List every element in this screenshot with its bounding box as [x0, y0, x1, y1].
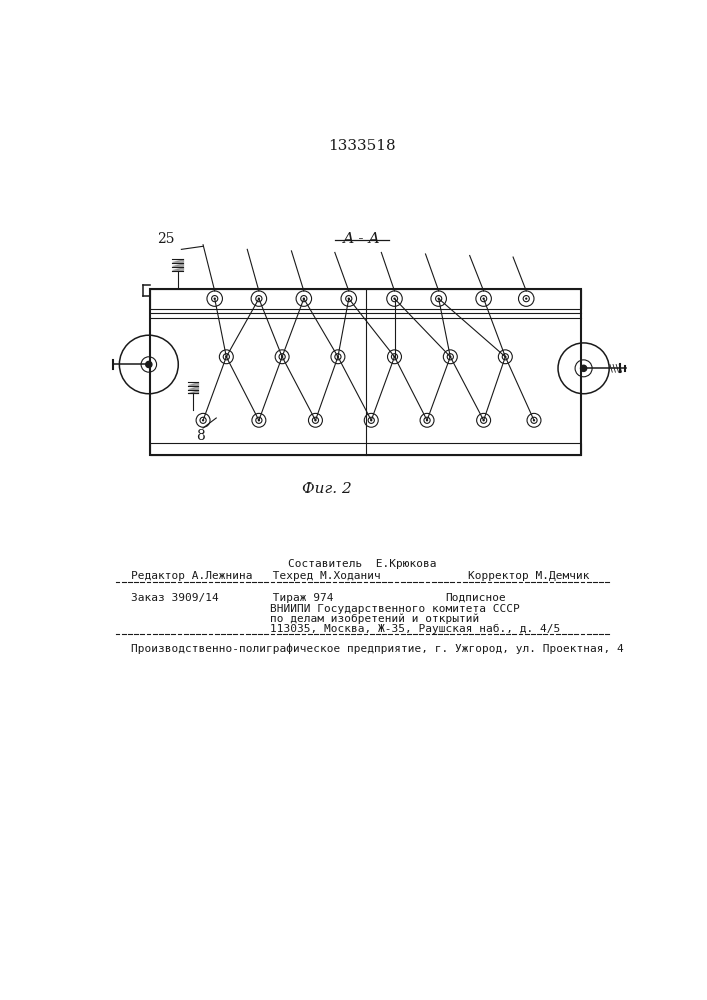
- Polygon shape: [187, 382, 199, 385]
- Circle shape: [146, 361, 152, 368]
- Circle shape: [258, 297, 260, 300]
- Circle shape: [225, 356, 228, 358]
- Circle shape: [525, 297, 527, 300]
- Circle shape: [202, 419, 204, 421]
- Circle shape: [337, 356, 339, 358]
- Text: Подписное: Подписное: [445, 593, 506, 603]
- Polygon shape: [187, 386, 199, 389]
- Circle shape: [393, 356, 396, 358]
- Circle shape: [438, 297, 440, 300]
- Circle shape: [315, 419, 317, 421]
- Text: ВНИИПИ Государственного комитета СССР: ВНИИПИ Государственного комитета СССР: [271, 604, 520, 614]
- Circle shape: [482, 419, 485, 421]
- Circle shape: [580, 365, 587, 371]
- Circle shape: [426, 419, 428, 421]
- Text: А - А: А - А: [343, 232, 381, 246]
- Text: 1333518: 1333518: [328, 139, 396, 153]
- Text: Фиг. 2: Фиг. 2: [302, 482, 352, 496]
- Polygon shape: [172, 259, 183, 262]
- Circle shape: [533, 419, 535, 421]
- Circle shape: [482, 297, 485, 300]
- Circle shape: [258, 419, 260, 421]
- Text: по делам изобретений и открытий: по делам изобретений и открытий: [271, 614, 480, 624]
- Polygon shape: [187, 389, 199, 393]
- Text: Редактор А.Лежнина   Техред М.Ходанич: Редактор А.Лежнина Техред М.Ходанич: [131, 571, 381, 581]
- Circle shape: [348, 297, 350, 300]
- Polygon shape: [172, 267, 183, 270]
- Text: 8: 8: [197, 429, 205, 443]
- Text: Корректор М.Демчик: Корректор М.Демчик: [468, 571, 590, 581]
- Polygon shape: [172, 263, 183, 266]
- Circle shape: [281, 356, 284, 358]
- Text: Составитель  Е.Крюкова: Составитель Е.Крюкова: [288, 559, 436, 569]
- Circle shape: [504, 356, 506, 358]
- Circle shape: [370, 419, 373, 421]
- Circle shape: [449, 356, 452, 358]
- Text: Заказ 3909/14        Тираж 974: Заказ 3909/14 Тираж 974: [131, 593, 334, 603]
- Text: 113035, Москва, Ж-35, Раушская наб., д. 4/5: 113035, Москва, Ж-35, Раушская наб., д. …: [271, 624, 561, 634]
- Circle shape: [393, 297, 396, 300]
- Text: Производственно-полиграфическое предприятие, г. Ужгород, ул. Проектная, 4: Производственно-полиграфическое предприя…: [131, 644, 624, 654]
- Text: 25: 25: [157, 232, 175, 246]
- Circle shape: [303, 297, 305, 300]
- Circle shape: [214, 297, 216, 300]
